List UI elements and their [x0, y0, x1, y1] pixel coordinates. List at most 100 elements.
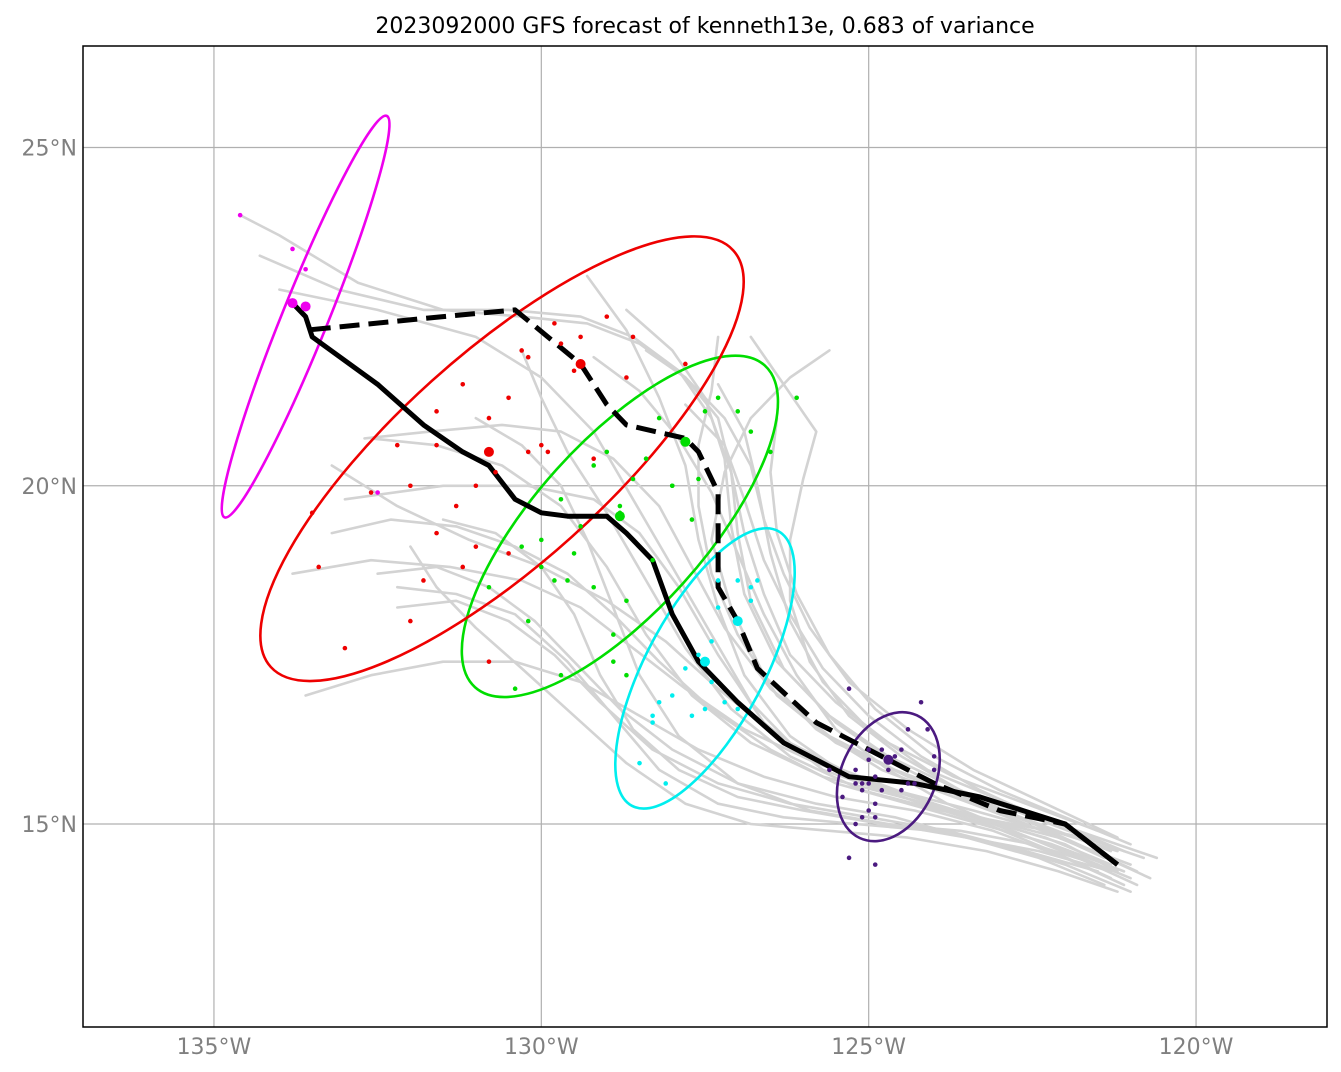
red-member-point	[525, 449, 531, 455]
green-member-point	[591, 463, 596, 468]
green-member-point	[565, 578, 570, 583]
ensemble-track	[520, 349, 1145, 860]
green-member-point	[689, 517, 695, 522]
cyan-member-point	[637, 760, 642, 766]
red-member-point	[460, 381, 466, 387]
green-member-point	[558, 496, 564, 502]
red-uncertainty-ellipse	[259, 235, 745, 683]
red-member-point	[493, 469, 498, 475]
red-member-point	[342, 645, 348, 651]
cyan-member-point	[702, 706, 708, 712]
cyan-cluster-center	[700, 656, 710, 667]
green-member-point	[512, 686, 518, 692]
ensemble-track	[369, 437, 1113, 866]
ensemble-tracks	[238, 213, 1159, 894]
purple-member-point	[899, 747, 904, 752]
red-member-point	[309, 510, 315, 516]
red-member-point	[434, 530, 439, 536]
green-member-point	[539, 564, 544, 570]
green-member-point	[669, 483, 675, 489]
green-member-point	[715, 395, 721, 401]
purple-member-point	[879, 747, 885, 752]
cluster-ellipses	[220, 114, 942, 843]
x-tick-label: 130°W	[504, 1035, 579, 1060]
purple-member-point	[899, 787, 904, 793]
purple-member-point	[892, 754, 898, 759]
x-tick-label: 135°W	[177, 1035, 252, 1060]
cyan-member-point	[683, 666, 688, 671]
ensemble-track	[644, 349, 1152, 880]
cyan-member-point	[748, 598, 754, 604]
green-member-point	[486, 584, 492, 590]
cyan-member-point	[709, 679, 714, 685]
red-member-point	[545, 449, 551, 455]
purple-member-point	[859, 787, 865, 793]
green-member-point	[578, 524, 583, 529]
cyan-uncertainty-ellipse	[614, 526, 796, 810]
ensemble-track	[304, 660, 1126, 887]
ensemble-track	[395, 599, 1100, 873]
red-member-point	[683, 361, 688, 367]
green-member-point	[558, 672, 564, 678]
magenta-member-point	[237, 212, 243, 218]
green-member-point	[696, 476, 701, 482]
red-member-point	[630, 334, 636, 340]
green-member-point	[624, 598, 629, 604]
green-member-point	[611, 632, 616, 637]
red-member-point	[453, 503, 459, 509]
purple-member-point	[853, 767, 858, 773]
cyan-member-point	[735, 578, 741, 583]
red-member-point	[558, 341, 564, 346]
purple-member-point	[866, 808, 871, 813]
green-member-point	[571, 551, 577, 556]
green-member-point	[630, 476, 636, 482]
red-member-point	[473, 483, 479, 489]
purple-member-point	[931, 767, 937, 773]
red-member-point	[591, 456, 596, 461]
green-member-point	[519, 544, 524, 549]
red-member-point	[624, 375, 629, 380]
purple-member-point	[931, 754, 937, 759]
red-member-point	[571, 368, 577, 374]
purple-member-point	[859, 814, 865, 820]
ensemble-track	[585, 274, 1113, 880]
red-member-point	[552, 321, 557, 326]
cyan-member-point	[656, 699, 662, 705]
cyan-member-point	[650, 720, 655, 725]
red-member-point	[408, 618, 413, 624]
red-member-point	[486, 415, 492, 421]
cyan-member-point	[650, 713, 655, 719]
purple-member-point	[853, 781, 858, 786]
cyan-member-point	[755, 578, 760, 583]
ensemble-track	[363, 423, 1113, 853]
green-member-point	[748, 429, 754, 434]
green-member-point	[539, 537, 544, 543]
red-member-point	[604, 314, 610, 319]
ensemble-track	[330, 518, 1126, 873]
red-member-point	[486, 659, 492, 664]
cyan-member-point	[735, 706, 741, 712]
cyan-member-point	[715, 578, 721, 583]
red-member-point	[434, 442, 439, 448]
purple-uncertainty-ellipse	[835, 710, 942, 843]
red-cluster-center	[483, 446, 494, 457]
y-tick-label: 25°N	[22, 136, 77, 161]
purple-member-point	[866, 757, 871, 763]
green-member-point	[611, 659, 616, 664]
cyan-member-point	[715, 605, 721, 610]
magenta-uncertainty-ellipse	[220, 114, 391, 519]
magenta-member-point	[290, 246, 295, 252]
red-member-point	[525, 354, 531, 360]
purple-member-point	[925, 727, 930, 732]
purple-member-point	[872, 774, 878, 779]
solid-mean-track	[290, 301, 1120, 867]
green-member-point	[604, 449, 610, 455]
plot-area	[220, 114, 1159, 894]
y-tick-label: 15°N	[22, 813, 77, 838]
purple-member-point	[872, 801, 878, 807]
cyan-member-point	[722, 699, 727, 705]
green-member-point	[643, 456, 649, 461]
ensemble-track	[409, 545, 1119, 894]
purple-member-point	[840, 794, 845, 800]
